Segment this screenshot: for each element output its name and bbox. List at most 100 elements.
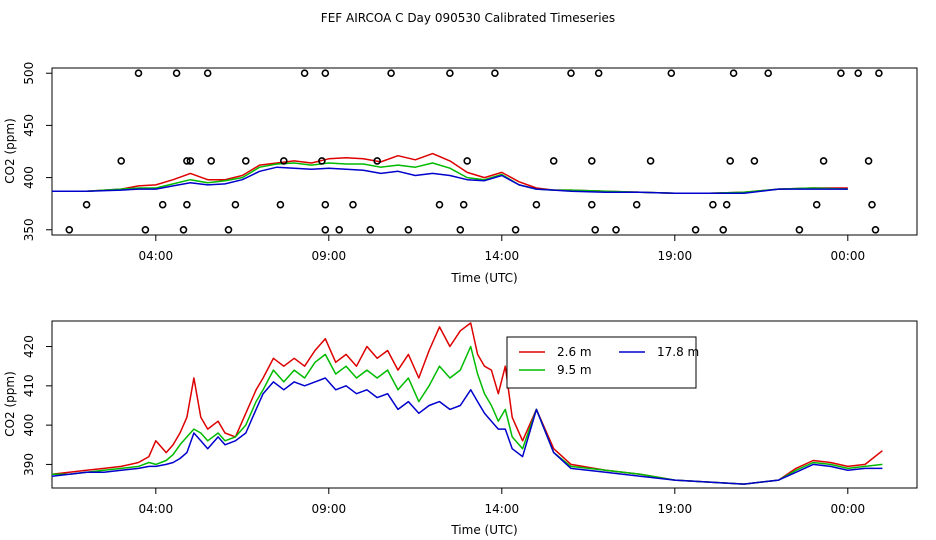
top-calibration-point <box>567 69 575 77</box>
top-calibration-point <box>186 157 195 165</box>
top-x-tick-label: 14:00 <box>485 249 520 263</box>
top-calibration-point <box>691 226 700 234</box>
top-x-axis-label: Time (UTC) <box>450 271 517 285</box>
top-calibration-point <box>321 226 330 234</box>
top-calibration-point <box>82 200 91 209</box>
top-y-tick-label: 450 <box>22 114 36 137</box>
legend-box <box>506 336 697 389</box>
top-series-9-5-m-line <box>52 162 848 195</box>
top-calibration-point <box>349 200 357 209</box>
top-calibration-point <box>279 157 288 165</box>
top-y-tick-label: 500 <box>22 62 36 85</box>
legend-2-6-m-label: 2.6 m <box>557 345 592 359</box>
top-calibration-point <box>366 226 375 234</box>
top-calibration-point <box>868 200 876 209</box>
bottom-plot-frame <box>51 320 918 489</box>
bottom-y-tick-label: 400 <box>22 414 36 437</box>
bottom-series-9-5-m-line <box>52 345 883 485</box>
top-calibration-point <box>871 226 880 234</box>
top-calibration-point <box>207 157 215 165</box>
top-calibration-point <box>532 200 541 209</box>
top-calibration-point <box>750 157 759 165</box>
top-calibration-point <box>709 200 717 209</box>
top-calibration-point <box>795 226 804 234</box>
top-calibration-point <box>729 69 738 77</box>
bottom-x-tick-label: 19:00 <box>658 502 693 516</box>
top-y-axis-label: CO2 (ppm) <box>3 118 17 184</box>
top-calibration-point <box>321 69 330 77</box>
top-calibration-point <box>459 200 468 209</box>
top-calibration-point <box>819 157 828 165</box>
bottom-x-tick-label: 00:00 <box>831 502 866 516</box>
top-calibration-point <box>875 69 883 77</box>
top-calibration-point <box>719 226 728 234</box>
top-calibration-point <box>158 200 167 209</box>
top-calibration-point <box>387 69 395 77</box>
top-calibration-point <box>591 226 600 234</box>
bottom-data-layer <box>52 322 883 485</box>
legend-9-5-m-label: 9.5 m <box>557 363 592 377</box>
top-calibration-point <box>65 226 74 234</box>
bottom-y-tick-label: 410 <box>22 374 36 397</box>
bottom-x-tick-label: 04:00 <box>139 502 174 516</box>
bottom-panel: 04:00 09:00 14:00 19:00 00:00 390 400 410 420 Tim… <box>3 320 918 537</box>
top-calibration-point <box>667 69 676 77</box>
top-plot-frame <box>51 67 918 236</box>
top-calibration-point <box>231 200 240 209</box>
top-calibration-point <box>837 69 845 77</box>
top-calibration-point <box>726 157 735 165</box>
top-calibration-point <box>854 69 863 77</box>
top-calibration-point <box>179 226 188 234</box>
top-calibration-point <box>549 157 558 165</box>
top-x-tick-label: 04:00 <box>139 249 174 263</box>
top-calibration-point <box>224 226 233 234</box>
top-calibration-point <box>404 226 413 234</box>
top-calibration-point <box>812 200 821 209</box>
bottom-y-axis-label: CO2 (ppm) <box>3 371 17 437</box>
top-x-tick-label: 19:00 <box>658 249 693 263</box>
top-calibration-point <box>864 157 873 165</box>
bottom-series-17-8-m-line <box>52 377 883 485</box>
top-calibration-point <box>511 226 520 234</box>
top-calibration-point <box>134 69 143 77</box>
top-calibration-point <box>141 226 150 234</box>
top-calibration-point <box>722 200 731 209</box>
top-calibration-point <box>335 226 344 234</box>
top-calibration-point <box>764 69 773 77</box>
top-calibration-point <box>587 157 596 165</box>
bottom-y-tick-label: 420 <box>22 335 36 358</box>
bottom-x-tick-label: 14:00 <box>485 502 520 516</box>
legend-17-8-m-label: 17.8 m <box>657 345 699 359</box>
top-calibration-point <box>491 69 499 77</box>
top-calibration-point <box>594 69 603 77</box>
top-y-tick-label: 400 <box>22 166 36 189</box>
top-calibration-point <box>446 69 454 77</box>
top-calibration-point <box>456 226 465 234</box>
bottom-x-tick-label: 09:00 <box>312 502 347 516</box>
top-calibration-point <box>318 157 326 165</box>
top-panel: 04:00 09:00 14:00 19:00 00:00 350 400 450 500 Tim… <box>3 62 918 285</box>
top-calibration-point <box>300 69 309 77</box>
top-calibration-point <box>183 200 191 209</box>
top-calibration-point <box>463 157 472 165</box>
bottom-y-tick-label: 390 <box>22 453 36 476</box>
top-calibration-point <box>646 157 655 165</box>
top-y-tick-label: 350 <box>22 218 36 241</box>
top-data-layer <box>52 152 848 195</box>
top-calibration-point <box>203 69 212 77</box>
top-calibration-point <box>172 69 181 77</box>
top-calibration-point <box>612 226 620 234</box>
top-calibration-point <box>373 157 382 165</box>
top-calibration-point <box>183 157 191 165</box>
bottom-x-axis-label: Time (UTC) <box>450 523 517 537</box>
legend: 2.6 m 17.8 m 9.5 m <box>506 336 699 389</box>
top-calibration-point <box>632 200 641 209</box>
top-series-17-8-m-line <box>52 166 848 195</box>
figure-title: FEF AIRCOA C Day 090530 Calibrated Times… <box>321 11 615 25</box>
top-calibration-point <box>117 157 125 165</box>
top-calibration-point <box>276 200 285 209</box>
top-x-tick-label: 00:00 <box>831 249 866 263</box>
top-calibration-point <box>242 157 250 165</box>
top-calibration-point <box>321 200 330 209</box>
